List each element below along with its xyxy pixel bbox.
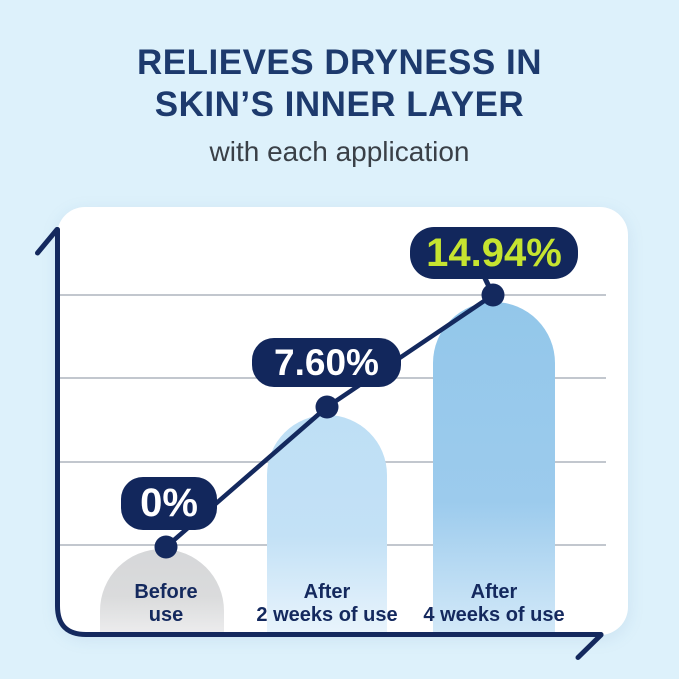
page-title-line1: RELIEVES DRYNESS IN: [137, 43, 542, 82]
category-label-line2: use: [148, 604, 184, 626]
page-title: RELIEVES DRYNESS IN SKIN’S INNER LAYER: [0, 42, 679, 126]
value-badge-text: 0%: [140, 481, 198, 525]
category-label-line1: After: [303, 581, 351, 603]
x-axis-arrow-icon: [575, 632, 604, 660]
category-label-after-2-weeks: After 2 weeks of use: [237, 581, 417, 627]
page-subtitle: with each application: [209, 136, 470, 167]
page-title-line2: SKIN’S INNER LAYER: [154, 85, 525, 124]
category-label-line2: 4 weeks of use: [423, 604, 565, 626]
value-badge-14-94-percent: 14.94%: [410, 227, 578, 279]
value-badge-7-60-percent: 7.60%: [252, 338, 401, 387]
y-axis-arrow-icon: [35, 227, 60, 256]
category-label-line1: Before: [134, 581, 198, 603]
category-label-line2: 2 weeks of use: [256, 604, 398, 626]
header: RELIEVES DRYNESS IN SKIN’S INNER LAYER w…: [0, 0, 679, 168]
value-badge-text: 14.94%: [426, 230, 562, 275]
category-label-line1: After: [470, 581, 518, 603]
category-label-before-use: Before use: [76, 581, 256, 627]
gridline: [60, 294, 606, 296]
value-badge-text: 7.60%: [274, 341, 379, 383]
value-badge-0-percent: 0%: [121, 477, 217, 530]
category-label-after-4-weeks: After 4 weeks of use: [404, 581, 584, 627]
